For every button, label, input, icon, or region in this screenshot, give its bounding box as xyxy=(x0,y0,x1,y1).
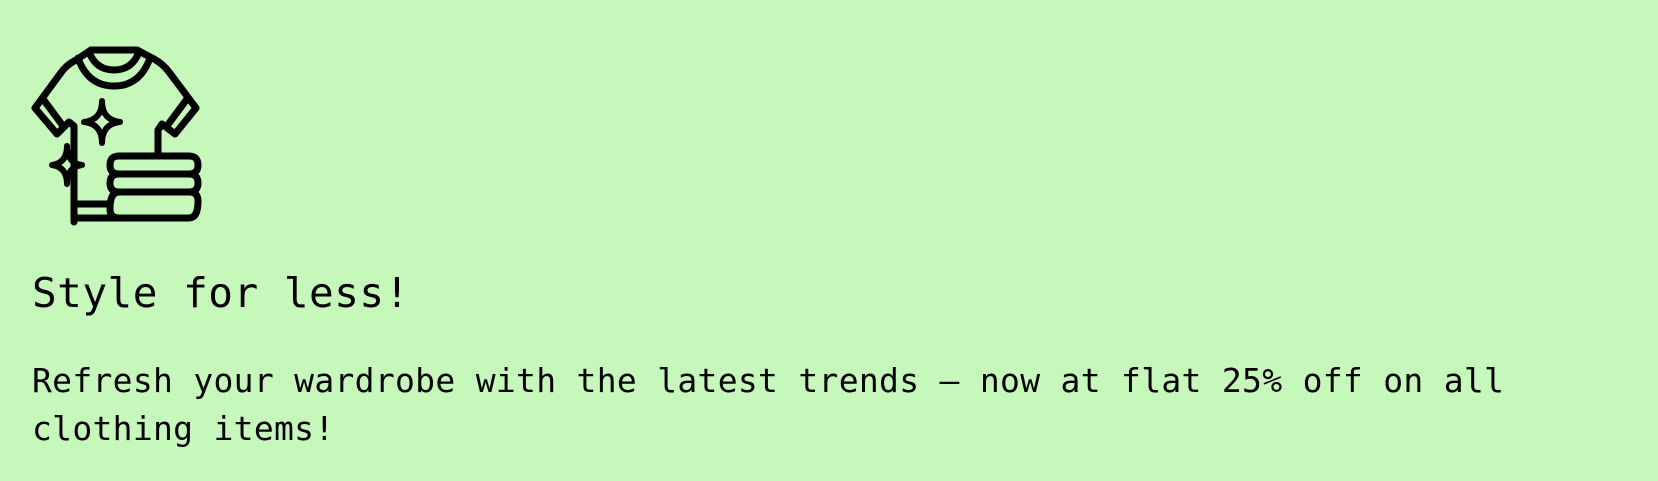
shirt-sparkle-icon xyxy=(30,46,210,232)
promo-headline: Style for less! xyxy=(32,269,410,317)
promo-description: Refresh your wardrobe with the latest tr… xyxy=(32,361,1505,448)
